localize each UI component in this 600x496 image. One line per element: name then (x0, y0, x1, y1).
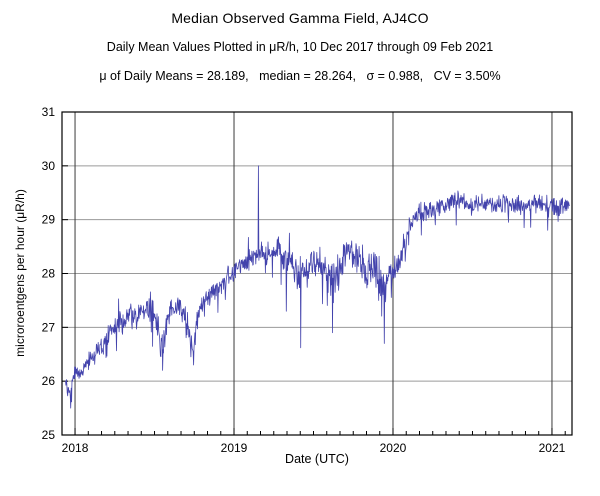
chart-stats-line: μ of Daily Means = 28.189, median = 28.2… (99, 69, 501, 83)
y-tick-label: 29 (42, 213, 56, 227)
y-tick-label: 31 (42, 105, 56, 119)
y-axis-label: microroentgens per hour (μR/h) (13, 189, 27, 357)
chart-subtitle: Daily Mean Values Plotted in μR/h, 10 De… (106, 40, 494, 54)
x-axis-label: Date (UTC) (285, 452, 349, 466)
y-tick-label: 26 (42, 374, 56, 388)
y-tick-label: 25 (42, 428, 56, 442)
x-tick-label: 2020 (380, 441, 407, 455)
data-line (65, 165, 570, 409)
x-tick-label: 2021 (539, 441, 566, 455)
y-tick-label: 27 (42, 320, 56, 334)
y-tick-label: 28 (42, 267, 56, 281)
y-tick-label: 30 (42, 159, 56, 173)
chart-title: Median Observed Gamma Field, AJ4CO (171, 10, 429, 26)
x-tick-label: 2019 (221, 441, 248, 455)
x-tick-label: 2018 (62, 441, 89, 455)
